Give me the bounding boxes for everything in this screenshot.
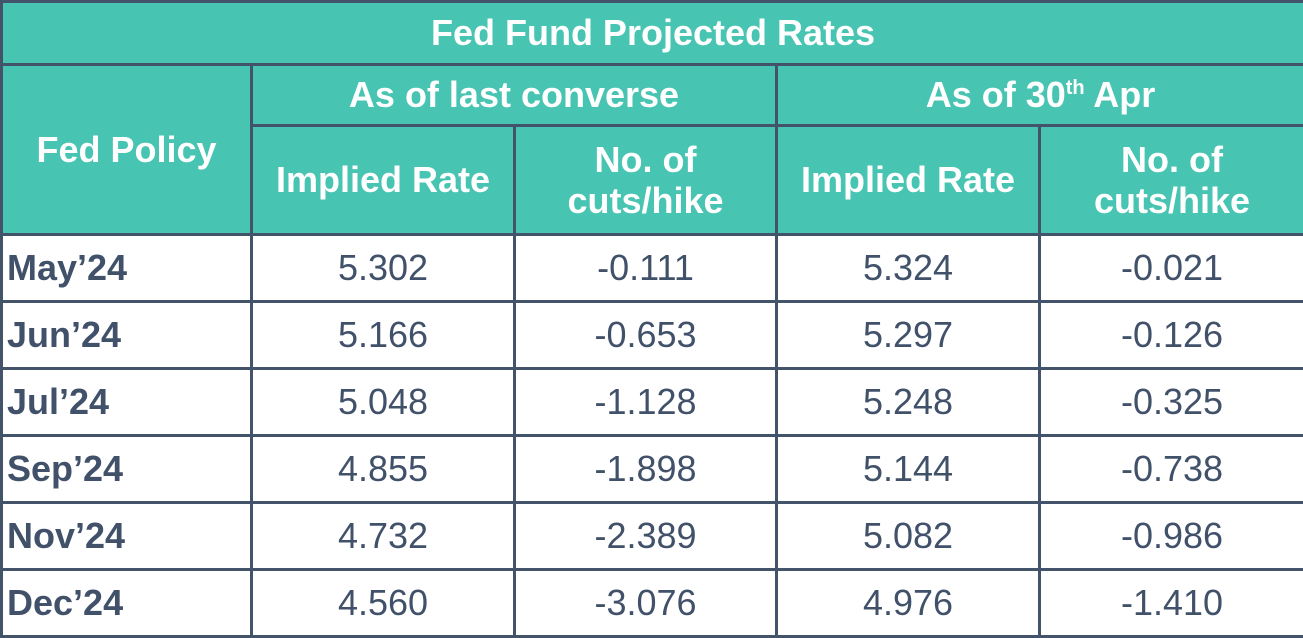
apr-cuts-hike-cell: -0.126 <box>1040 302 1303 369</box>
apr-implied-rate-cell: 5.297 <box>777 302 1040 369</box>
apr-cuts-hike-cell: -0.021 <box>1040 235 1303 302</box>
apr-cuts-hike-cell: -0.325 <box>1040 369 1303 436</box>
apr-implied-rate-cell: 5.144 <box>777 436 1040 503</box>
last-implied-rate-cell: 4.732 <box>252 503 515 570</box>
subheader-implied-rate: Implied Rate <box>252 126 515 235</box>
apr-cuts-hike-cell: -0.738 <box>1040 436 1303 503</box>
group-header-30th-apr: As of 30th Apr <box>777 65 1303 126</box>
last-implied-rate-cell: 5.302 <box>252 235 515 302</box>
last-implied-rate-cell: 5.048 <box>252 369 515 436</box>
month-cell: May’24 <box>2 235 252 302</box>
apr-implied-rate-cell: 5.248 <box>777 369 1040 436</box>
last-implied-rate-cell: 4.560 <box>252 570 515 637</box>
month-cell: Dec’24 <box>2 570 252 637</box>
apr-implied-rate-cell: 5.324 <box>777 235 1040 302</box>
month-cell: Nov’24 <box>2 503 252 570</box>
last-cuts-hike-cell: -3.076 <box>515 570 777 637</box>
month-cell: Jul’24 <box>2 369 252 436</box>
last-cuts-hike-cell: -1.128 <box>515 369 777 436</box>
month-cell: Jun’24 <box>2 302 252 369</box>
last-cuts-hike-cell: -2.389 <box>515 503 777 570</box>
month-cell: Sep’24 <box>2 436 252 503</box>
last-cuts-hike-cell: -0.653 <box>515 302 777 369</box>
last-implied-rate-cell: 5.166 <box>252 302 515 369</box>
apr-cuts-hike-cell: -1.410 <box>1040 570 1303 637</box>
apr-cuts-hike-cell: -0.986 <box>1040 503 1303 570</box>
group-header-last-converse: As of last converse <box>252 65 777 126</box>
apr-implied-rate-cell: 5.082 <box>777 503 1040 570</box>
row-header-fed-policy: Fed Policy <box>2 65 252 235</box>
last-cuts-hike-cell: -1.898 <box>515 436 777 503</box>
apr-implied-rate-cell: 4.976 <box>777 570 1040 637</box>
subheader-implied-rate: Implied Rate <box>777 126 1040 235</box>
last-cuts-hike-cell: -0.111 <box>515 235 777 302</box>
last-implied-rate-cell: 4.855 <box>252 436 515 503</box>
table-title: Fed Fund Projected Rates <box>2 2 1303 65</box>
